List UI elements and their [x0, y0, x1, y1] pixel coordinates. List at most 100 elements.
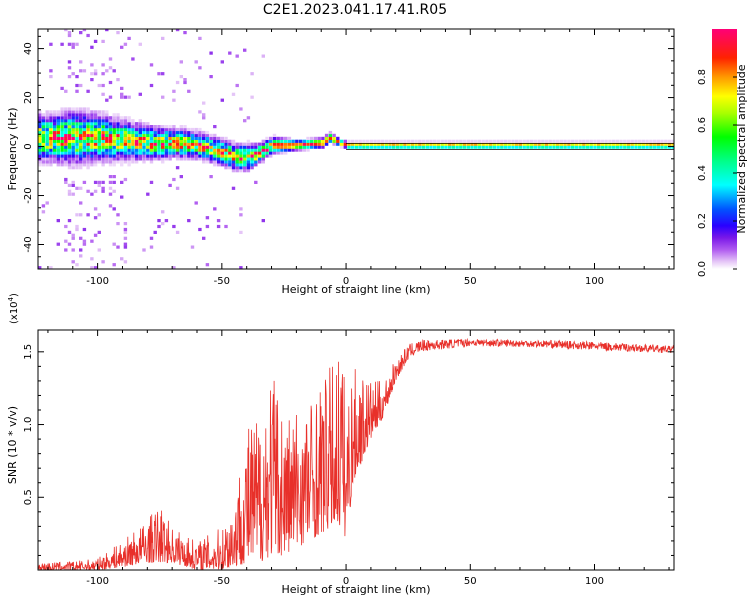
- heatmap-cell: [112, 189, 116, 193]
- heatmap-cell: [86, 145, 90, 149]
- heatmap-cell: [216, 163, 221, 167]
- heatmap-cell: [228, 157, 232, 161]
- heatmap-cell: [93, 133, 98, 137]
- heatmap-cell: [93, 233, 98, 237]
- heatmap-cell: [45, 110, 49, 114]
- heatmap-cell: [339, 139, 344, 143]
- heatmap-cell: [164, 157, 169, 161]
- heatmap-cell: [559, 145, 564, 149]
- heatmap-cell: [593, 145, 597, 149]
- heatmap-cell: [537, 139, 541, 143]
- heatmap-cell: [56, 113, 60, 117]
- heatmap-cell: [149, 236, 154, 240]
- heatmap-cell: [120, 195, 124, 199]
- heatmap-cell: [570, 142, 575, 146]
- heatmap-cell: [97, 213, 101, 217]
- heatmap-cell: [97, 130, 101, 135]
- heatmap-cell: [365, 142, 370, 146]
- heatmap-cell: [220, 151, 224, 155]
- heatmap-cell: [67, 116, 72, 120]
- heatmap-cell: [287, 136, 292, 140]
- heatmap-cell: [515, 145, 519, 149]
- heatmap-cell: [101, 130, 105, 135]
- heatmap-cell: [216, 224, 221, 229]
- heatmap-cell: [45, 201, 49, 205]
- heatmap-cell: [86, 122, 90, 126]
- heatmap-cell: [213, 133, 217, 137]
- heatmap-cell: [82, 227, 87, 232]
- heatmap-cell: [380, 145, 385, 149]
- heatmap-cell: [649, 139, 653, 143]
- heatmap-cell: [142, 133, 146, 137]
- heatmap-cell: [90, 116, 94, 120]
- heatmap-cell: [149, 125, 154, 129]
- heatmap-cell: [56, 160, 60, 164]
- heatmap-cell: [269, 145, 273, 149]
- heatmap-cell: [284, 139, 288, 143]
- heatmap-cell: [131, 154, 135, 158]
- heatmap-cell: [56, 139, 60, 143]
- heatmap-cell: [332, 133, 336, 137]
- heatmap-cell: [153, 136, 157, 140]
- heatmap-cell: [638, 145, 642, 149]
- heatmap-cell: [533, 142, 537, 146]
- heatmap-cell: [142, 145, 146, 149]
- heatmap-cell: [71, 42, 75, 46]
- heatmap-cell: [220, 60, 224, 64]
- heatmap-cell: [194, 151, 198, 155]
- heatmap-cell: [664, 142, 668, 146]
- heatmap-cell: [142, 136, 146, 140]
- heatmap-cell: [470, 139, 474, 143]
- heatmap-cell: [134, 160, 139, 164]
- heatmap-cell: [209, 157, 213, 161]
- heatmap-cell: [64, 116, 68, 120]
- heatmap-cell: [172, 145, 176, 149]
- heatmap-cell: [664, 145, 668, 149]
- heatmap-cell: [157, 157, 161, 161]
- heatmap-cell: [75, 213, 79, 217]
- heatmap-cell: [384, 139, 388, 143]
- heatmap-cell: [79, 136, 83, 140]
- heatmap-cell: [93, 160, 98, 164]
- heatmap-cell: [164, 145, 169, 149]
- heatmap-cell: [108, 160, 113, 164]
- heatmap-cell: [71, 157, 75, 161]
- heatmap-cell: [75, 107, 79, 111]
- heatmap-cell: [231, 154, 236, 158]
- heatmap-cell: [164, 127, 169, 132]
- heatmap-cell: [172, 177, 176, 182]
- heatmap-cell: [284, 145, 288, 149]
- heatmap-cell: [127, 163, 131, 167]
- heatmap-cell: [75, 113, 79, 117]
- heatmap-cell: [90, 136, 94, 140]
- heatmap-cell: [101, 260, 105, 264]
- heatmap-cell: [239, 107, 243, 111]
- heatmap-cell: [574, 145, 578, 149]
- heatmap-cell: [123, 130, 128, 135]
- heatmap-cell: [105, 29, 109, 32]
- heatmap-cell: [194, 139, 198, 143]
- heatmap-cell: [56, 116, 60, 120]
- heatmap-cell: [127, 125, 131, 129]
- heatmap-cell: [75, 75, 79, 79]
- heatmap-cell: [112, 133, 116, 137]
- heatmap-cell: [343, 145, 347, 149]
- heatmap-cell: [134, 125, 139, 129]
- heatmap-cell: [168, 154, 172, 158]
- heatmap-cell: [71, 183, 75, 187]
- heatmap-cell: [459, 142, 463, 146]
- heatmap-cell: [52, 142, 57, 146]
- heatmap-cell: [418, 142, 422, 146]
- heatmap-cell: [220, 163, 224, 167]
- heatmap-cell: [86, 130, 90, 135]
- heatmap-cell: [123, 133, 128, 137]
- heatmap-cell: [146, 122, 150, 126]
- heatmap-cell: [120, 157, 124, 161]
- heatmap-cell: [112, 163, 116, 167]
- heatmap-cell: [149, 157, 154, 161]
- heatmap-cell: [466, 139, 470, 143]
- heatmap-cell: [123, 154, 128, 158]
- heatmap-cell: [339, 145, 344, 149]
- heatmap-cell: [239, 148, 243, 152]
- heatmap-cell: [183, 127, 187, 132]
